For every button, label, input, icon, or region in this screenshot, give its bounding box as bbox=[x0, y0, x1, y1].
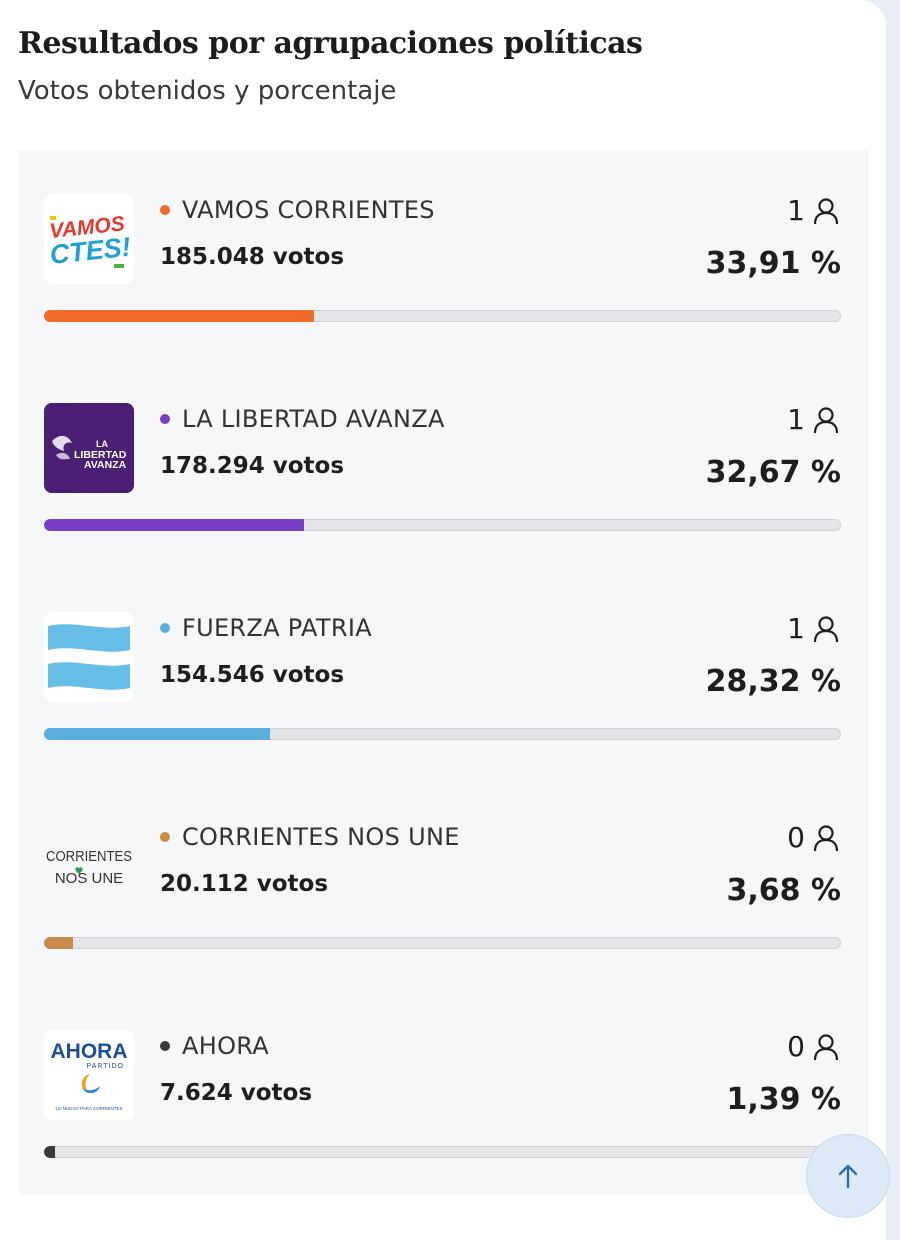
party-name-label: VAMOS CORRIENTES bbox=[182, 196, 435, 224]
seats-count: 1 bbox=[787, 194, 805, 227]
party-percent: 32,67 % bbox=[705, 455, 841, 490]
party-row: FUERZA PATRIA 154.546 votos 1 28,32 % bbox=[18, 568, 869, 777]
percent-bar-fill bbox=[44, 519, 305, 531]
party-percent: 28,32 % bbox=[705, 664, 841, 699]
corrientes-nos-une-logo: CORRIENTES NOS UNE bbox=[44, 821, 134, 911]
arrow-up-icon bbox=[838, 1164, 858, 1189]
party-color-dot bbox=[160, 414, 170, 424]
party-row: CORRIENTES NOS UNE CORRIENTES NOS UNE 20… bbox=[18, 777, 869, 986]
svg-text:PARTIDO: PARTIDO bbox=[87, 1063, 124, 1070]
party-seats: 1 bbox=[787, 612, 841, 645]
seats-count: 0 bbox=[787, 1030, 805, 1063]
party-name-label: FUERZA PATRIA bbox=[182, 614, 372, 642]
svg-text:NOS UNE: NOS UNE bbox=[55, 870, 123, 887]
party-votes: 154.546 votos bbox=[160, 662, 345, 688]
party-percent: 33,91 % bbox=[705, 246, 841, 281]
party-votes: 185.048 votos bbox=[160, 244, 345, 270]
vamos-corrientes-logo: VAMOS CTES! bbox=[44, 194, 134, 284]
page-subtitle: Votos obtenidos y porcentaje bbox=[18, 76, 397, 106]
person-icon bbox=[813, 1033, 839, 1060]
party-name: VAMOS CORRIENTES bbox=[160, 196, 435, 224]
person-icon bbox=[813, 197, 839, 224]
party-name-label: LA LIBERTAD AVANZA bbox=[182, 405, 445, 433]
party-votes: 20.112 votos bbox=[160, 871, 329, 897]
percent-bar-fill bbox=[44, 937, 74, 949]
percent-bar-track bbox=[44, 728, 841, 740]
ahora-partido-logo: AHORA PARTIDO LO NUEVO PARA CORRIENTES bbox=[44, 1030, 134, 1120]
svg-text:CORRIENTES: CORRIENTES bbox=[46, 848, 132, 865]
svg-text:LA: LA bbox=[96, 439, 108, 449]
party-row: LA LIBERTAD AVANZA LA LIBERTAD AVANZA 17… bbox=[18, 359, 869, 568]
party-percent: 1,39 % bbox=[726, 1082, 841, 1117]
party-row: AHORA PARTIDO LO NUEVO PARA CORRIENTES A… bbox=[18, 986, 869, 1195]
party-seats: 0 bbox=[787, 821, 841, 854]
party-color-dot bbox=[160, 1041, 170, 1051]
seats-count: 1 bbox=[787, 403, 805, 436]
percent-bar-track bbox=[44, 937, 841, 949]
svg-text:AVANZA: AVANZA bbox=[84, 459, 127, 471]
party-color-dot bbox=[160, 205, 170, 215]
percent-bar-track bbox=[44, 310, 841, 322]
party-name: AHORA bbox=[160, 1032, 269, 1060]
party-seats: 0 bbox=[787, 1030, 841, 1063]
la-libertad-avanza-logo: LA LIBERTAD AVANZA bbox=[44, 403, 134, 493]
party-seats: 1 bbox=[787, 403, 841, 436]
party-name: FUERZA PATRIA bbox=[160, 614, 372, 642]
svg-text:AHORA: AHORA bbox=[51, 1040, 128, 1063]
party-seats: 1 bbox=[787, 194, 841, 227]
scroll-to-top-button[interactable] bbox=[806, 1134, 890, 1218]
svg-text:LO NUEVO PARA CORRIENTES: LO NUEVO PARA CORRIENTES bbox=[56, 1106, 123, 1111]
percent-bar-fill bbox=[44, 1146, 56, 1158]
fuerza-patria-flag-logo bbox=[44, 612, 134, 702]
party-votes: 178.294 votos bbox=[160, 453, 345, 479]
page-title: Resultados por agrupaciones políticas bbox=[18, 26, 643, 61]
party-color-dot bbox=[160, 623, 170, 633]
svg-text:LIBERTAD: LIBERTAD bbox=[74, 449, 127, 461]
party-name: LA LIBERTAD AVANZA bbox=[160, 405, 445, 433]
percent-bar-fill bbox=[44, 728, 270, 740]
person-icon bbox=[813, 406, 839, 433]
seats-count: 1 bbox=[787, 612, 805, 645]
party-name-label: AHORA bbox=[182, 1032, 269, 1060]
percent-bar-track bbox=[44, 1146, 841, 1158]
party-list: VAMOS CTES! VAMOS CORRIENTES 185.048 vot… bbox=[18, 150, 869, 1195]
party-color-dot bbox=[160, 832, 170, 842]
person-icon bbox=[813, 615, 839, 642]
party-name: CORRIENTES NOS UNE bbox=[160, 823, 460, 851]
party-name-label: CORRIENTES NOS UNE bbox=[182, 823, 460, 851]
person-icon bbox=[813, 824, 839, 851]
party-row: VAMOS CTES! VAMOS CORRIENTES 185.048 vot… bbox=[18, 150, 869, 359]
party-votes: 7.624 votos bbox=[160, 1080, 313, 1106]
party-percent: 3,68 % bbox=[726, 873, 841, 908]
percent-bar-fill bbox=[44, 310, 315, 322]
percent-bar-track bbox=[44, 519, 841, 531]
seats-count: 0 bbox=[787, 821, 805, 854]
